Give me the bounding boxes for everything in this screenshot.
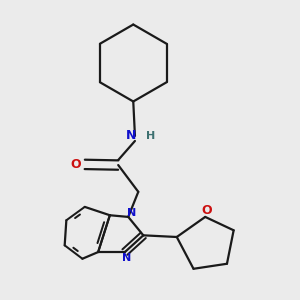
Text: H: H bbox=[146, 131, 156, 141]
Text: O: O bbox=[202, 204, 212, 218]
Text: O: O bbox=[70, 158, 81, 171]
Text: N: N bbox=[126, 129, 136, 142]
Text: N: N bbox=[122, 253, 131, 263]
Text: N: N bbox=[127, 208, 136, 218]
